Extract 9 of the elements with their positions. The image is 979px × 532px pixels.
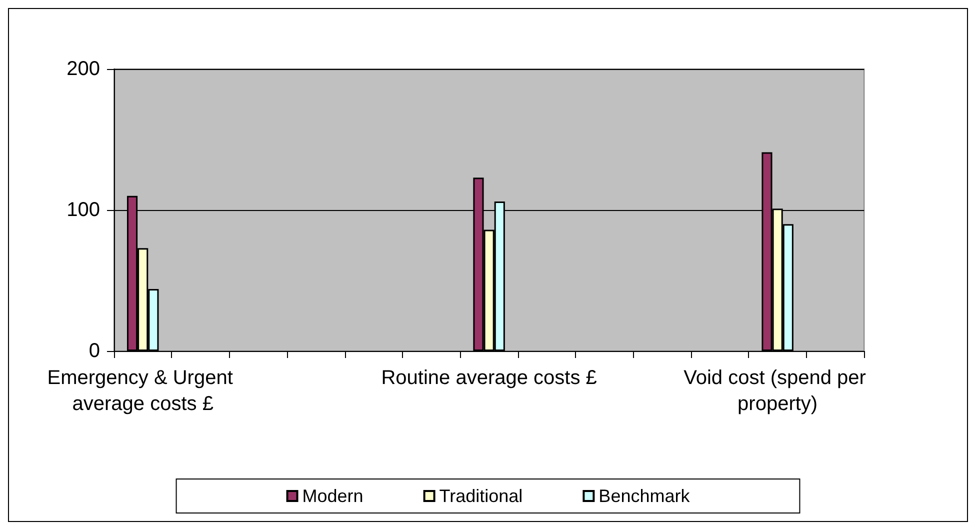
legend-label: Benchmark — [598, 486, 691, 506]
x-tick-label: Void cost (spend per property) — [684, 367, 872, 415]
x-tick-label: Emergency & Urgent average costs £ — [47, 367, 238, 415]
legend-label: Traditional — [439, 486, 523, 506]
x-tick-label: Routine average costs £ — [381, 367, 597, 389]
legend-label: Modern — [302, 486, 364, 506]
y-tick-label: 100 — [66, 199, 100, 221]
y-tick-label: 200 — [66, 58, 100, 80]
y-tick-label: 0 — [88, 340, 100, 362]
